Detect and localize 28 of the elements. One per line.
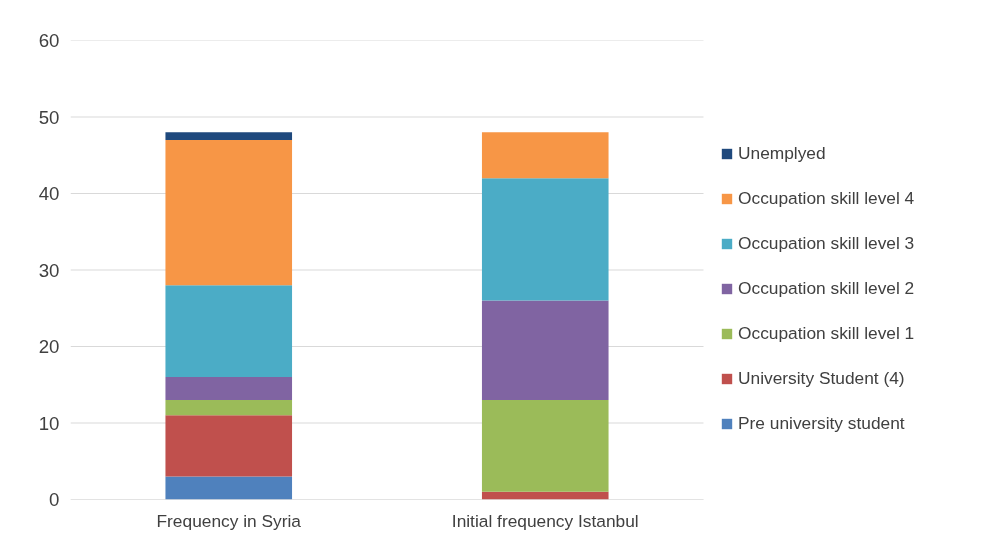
bar <box>165 476 293 500</box>
y-tick-label: 20 <box>38 336 60 357</box>
bar <box>165 415 293 477</box>
bar <box>481 400 609 492</box>
bar <box>165 285 293 378</box>
bar <box>165 132 293 140</box>
legend-label: Occupation skill level 2 <box>738 278 915 299</box>
legend-label: Pre university student <box>738 413 905 434</box>
legend-label: Occupation skill level 4 <box>738 188 915 209</box>
x-tick-label: Frequency in Syria <box>156 510 302 531</box>
y-tick-label: 30 <box>38 259 60 281</box>
bar <box>165 400 293 416</box>
bar <box>481 132 609 179</box>
bar <box>481 300 609 401</box>
y-tick-label: 10 <box>38 412 60 434</box>
legend-label: Unemplyed <box>738 143 826 164</box>
bar <box>165 377 293 401</box>
bar <box>481 491 609 500</box>
y-tick-label: 0 <box>49 489 60 510</box>
legend-label: University Student (4) <box>738 368 905 389</box>
y-tick-label: 50 <box>38 106 60 128</box>
y-tick-label: 60 <box>38 30 60 51</box>
legend-label: Occupation skill level 3 <box>738 233 915 254</box>
bar <box>481 178 609 301</box>
bar <box>165 139 293 286</box>
x-tick-label: Initial frequency Istanbul <box>451 510 639 531</box>
y-tick-label: 40 <box>38 183 60 204</box>
legend-label: Occupation skill level 1 <box>738 323 915 344</box>
